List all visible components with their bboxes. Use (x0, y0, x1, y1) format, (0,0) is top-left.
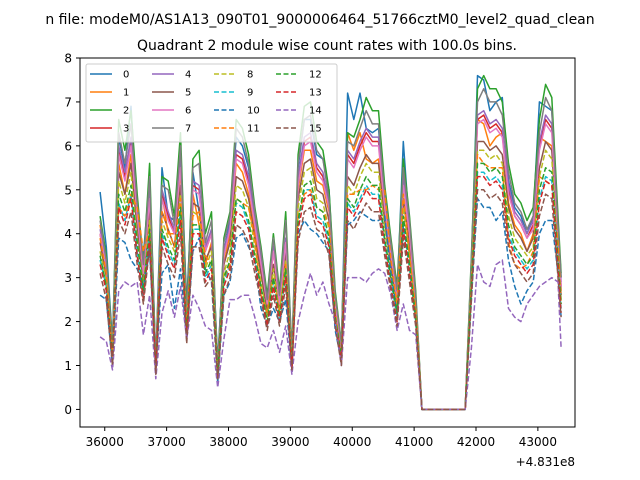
x-tick-label: 42000 (457, 435, 495, 449)
legend-label-9: 9 (247, 88, 253, 99)
x-tick-label: 39000 (271, 435, 309, 449)
series-line-11 (99, 153, 562, 411)
x-tick-label: 38000 (209, 435, 247, 449)
x-tick-label: 40000 (333, 435, 371, 449)
legend-label-8: 8 (247, 70, 253, 81)
legend-label-4: 4 (185, 70, 191, 81)
legend-frame (85, 63, 338, 143)
series-line-10 (99, 197, 562, 411)
x-tick-label: 37000 (148, 435, 186, 449)
legend-label-3: 3 (123, 124, 129, 135)
y-tick-label: 3 (64, 271, 72, 285)
figure-suptitle: n file: modeM0/AS1A13_090T01_9000006464_… (45, 12, 594, 28)
legend-label-14: 14 (309, 106, 322, 117)
chart-title: Quadrant 2 module wise count rates with … (137, 38, 517, 54)
series-line-7 (99, 88, 562, 411)
plot-area (99, 74, 562, 411)
y-tick-label: 2 (64, 315, 72, 329)
legend-label-1: 1 (123, 88, 129, 99)
y-tick-label: 6 (64, 139, 72, 153)
legend-label-5: 5 (185, 88, 191, 99)
y-tick-label: 5 (64, 183, 72, 197)
legend-label-2: 2 (123, 106, 129, 117)
legend-label-6: 6 (185, 106, 191, 117)
x-offset-label: +4.831e8 (516, 455, 575, 469)
y-tick-label: 0 (64, 403, 72, 417)
series-line-15 (99, 189, 562, 411)
legend-label-11: 11 (247, 124, 260, 135)
y-tick-label: 8 (64, 52, 72, 66)
y-tick-label: 7 (64, 95, 72, 109)
legend-label-7: 7 (185, 124, 191, 135)
legend-label-13: 13 (309, 88, 322, 99)
x-axis: 36000 37000 38000 39000 40000 41000 42000 43000 (86, 427, 557, 449)
legend-label-15: 15 (309, 124, 322, 135)
legend-label-10: 10 (247, 106, 260, 117)
legend-label-0: 0 (123, 70, 129, 81)
x-tick-label: 36000 (86, 435, 124, 449)
x-tick-label: 41000 (395, 435, 433, 449)
y-tick-label: 1 (64, 359, 72, 373)
legend-label-12: 12 (309, 70, 322, 81)
y-axis: 0 1 2 3 4 5 6 7 8 (64, 52, 80, 417)
series-line-13 (99, 175, 562, 411)
x-tick-label: 43000 (519, 435, 557, 449)
plot-frame (79, 57, 576, 428)
series-line-14 (99, 259, 562, 411)
y-tick-label: 4 (64, 227, 72, 241)
